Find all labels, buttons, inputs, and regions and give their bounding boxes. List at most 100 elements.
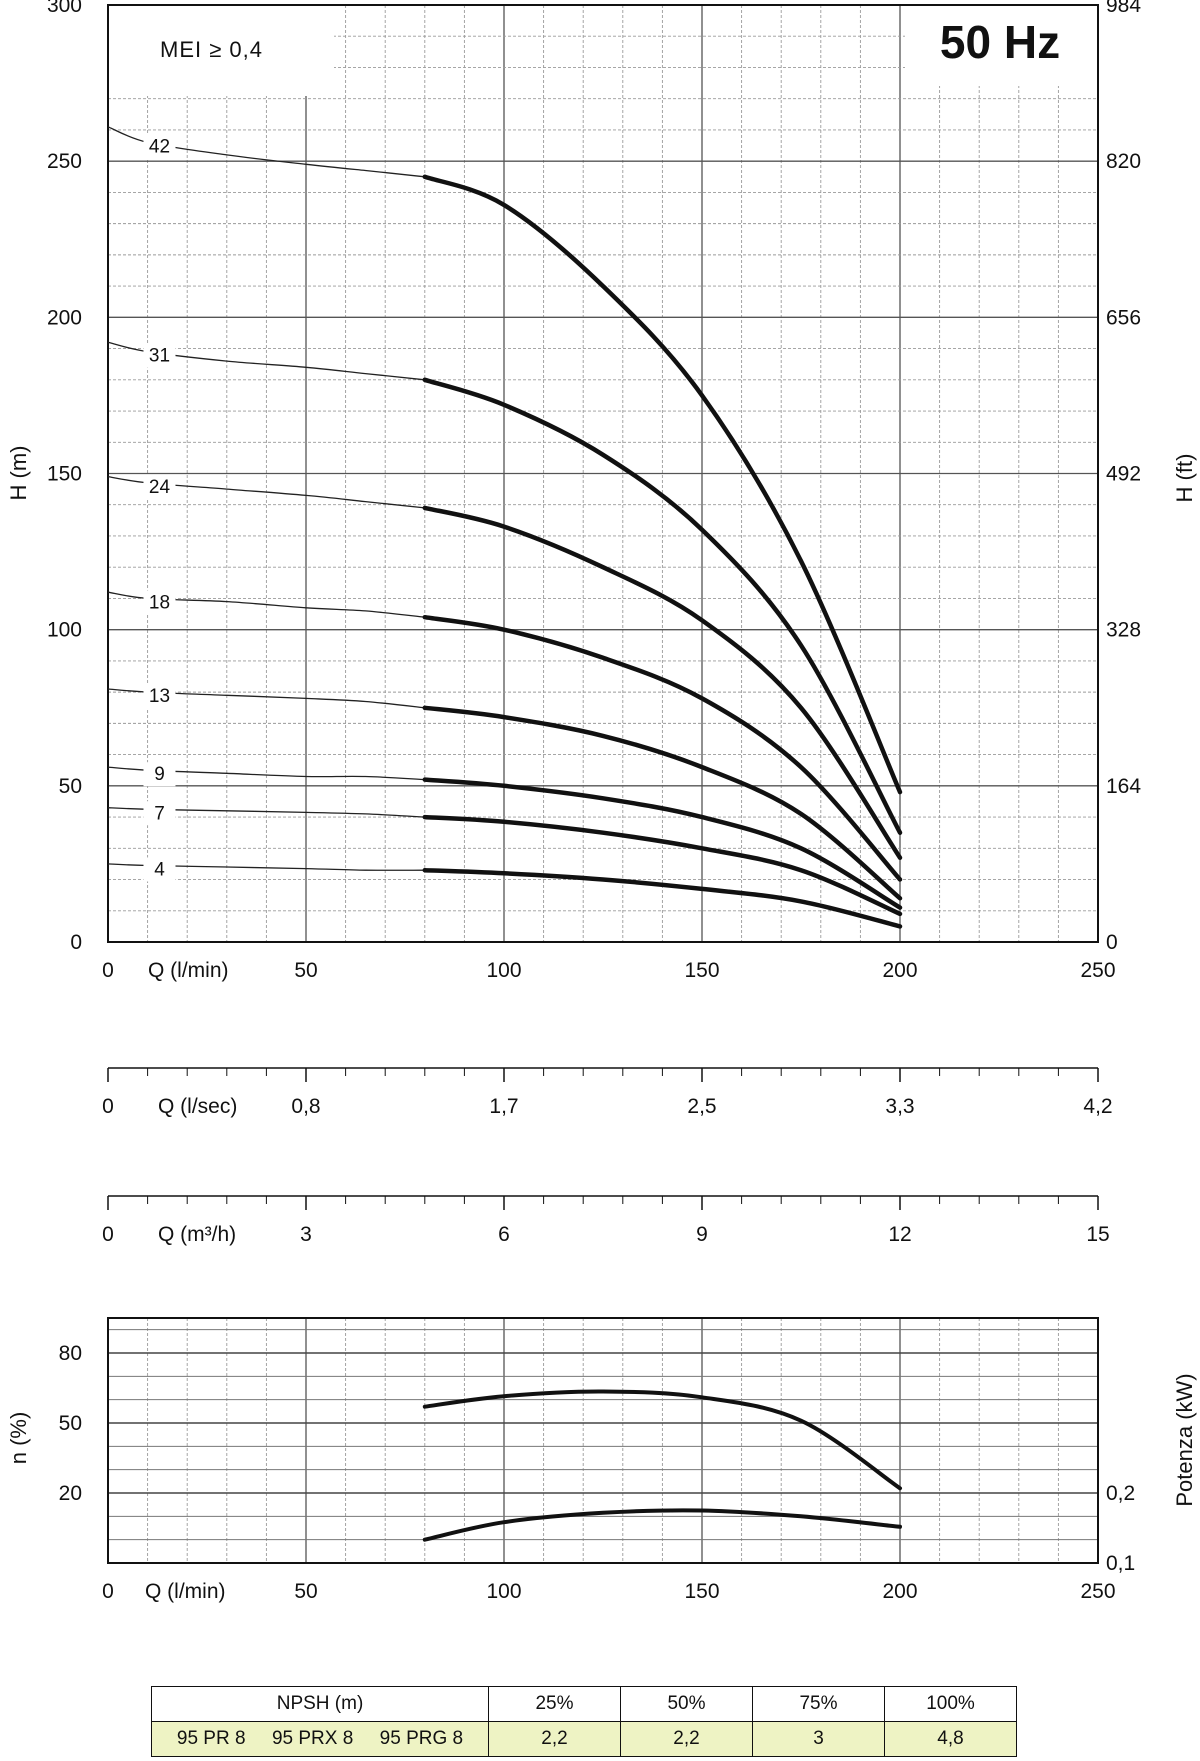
head-y-right-tick-label: 328: [1106, 619, 1141, 642]
curve-label: 9: [154, 764, 165, 785]
curve-label-bg: [143, 134, 176, 159]
npsh-header-100: 100%: [884, 1686, 1017, 1722]
curve-label: 4: [154, 859, 165, 880]
title-box: [905, 6, 1097, 86]
head-y-right-tick-label: 656: [1106, 306, 1141, 329]
efficiency-y-label: n (%): [6, 1412, 31, 1465]
head-x-tick-label: 100: [486, 959, 521, 982]
efficiency-curves: [422, 1389, 902, 1542]
axis-tick-label: 9: [696, 1223, 708, 1246]
head-y-tick-label: 100: [47, 619, 82, 642]
head-y-tick-label: 250: [47, 150, 82, 173]
head-y-label: H (m): [6, 446, 31, 501]
npsh-value-100: 4,8: [884, 1721, 1017, 1757]
efficiency-y-tick-label: 80: [59, 1342, 82, 1365]
head-y-tick-label: 300: [47, 0, 82, 17]
head-y-right-tick-label: 492: [1106, 463, 1141, 486]
efficiency-x-tick-label: 150: [684, 1580, 719, 1603]
head-curves: 42 31 24 18 13 9 7 4: [107, 126, 903, 929]
npsh-models-cell: 95 PR 8 95 PRX 8 95 PRG 8: [151, 1721, 489, 1757]
axis-label: Q (m³/h): [158, 1223, 236, 1246]
efficiency-x-tick-label: 250: [1080, 1580, 1115, 1603]
curve-label: 31: [149, 346, 170, 367]
q-lsec-axis: 0 0,8 1,7 2,5 3,3 4,2 Q (l/sec): [102, 1067, 1113, 1118]
mei-label: MEI ≥ 0,4: [160, 37, 263, 62]
curve-label: 7: [154, 803, 165, 824]
curve-label: 24: [149, 477, 171, 498]
model-name: 95 PRG 8: [379, 1728, 464, 1749]
head-curve: [422, 614, 903, 882]
npsh-header-25: 25%: [488, 1686, 621, 1722]
q-m3h-axis: 0 3 6 9 12 15 Q (m³/h): [102, 1195, 1110, 1246]
npsh-data-row: 95 PR 8 95 PRX 8 95 PRG 8 2,2 2,2 3 4,8: [151, 1721, 1017, 1757]
model-name: 95 PRX 8: [271, 1728, 354, 1749]
mei-label-box: [109, 6, 334, 96]
efficiency-y-tick-label: 50: [59, 1412, 82, 1435]
npsh-header-75: 75%: [752, 1686, 885, 1722]
head-curve: [422, 174, 903, 795]
axis-tick-label: 3: [300, 1223, 312, 1246]
efficiency-power-curve: [422, 1508, 902, 1542]
npsh-table: NPSH (m) 25% 50% 75% 100% 95 PR 8 95 PRX…: [151, 1686, 1017, 1757]
curve-label-bg: [143, 762, 176, 787]
axis-tick-label: 4,2: [1083, 1095, 1112, 1118]
npsh-value-25: 2,2: [488, 1721, 621, 1757]
axis-label: Q (l/sec): [158, 1095, 237, 1118]
axis-tick-label: 0: [102, 1095, 114, 1118]
efficiency-x-tick-label: 100: [486, 1580, 521, 1603]
head-y-label-right: H (ft): [1172, 454, 1197, 503]
axis-tick-label: 2,5: [687, 1095, 716, 1118]
head-curve: [422, 867, 903, 929]
curve-label-bg: [143, 590, 176, 615]
axis-tick-label: 0: [102, 1223, 114, 1246]
model-name: 95 PR 8: [176, 1728, 246, 1749]
curve-label: 42: [149, 136, 170, 157]
head-x-tick-label: 50: [294, 959, 317, 982]
head-curve: [422, 705, 903, 901]
efficiency-x-axis-label: Q (l/min): [145, 1580, 226, 1603]
efficiency-x-tick-label: 200: [882, 1580, 917, 1603]
axis-tick-label: 15: [1086, 1223, 1109, 1246]
head-y-tick-label: 200: [47, 306, 82, 329]
chart-title: 50 Hz: [940, 16, 1060, 68]
curve-label-bg: [143, 474, 176, 499]
axis-tick-label: 12: [888, 1223, 911, 1246]
efficiency-x-tick-label: 0: [102, 1580, 114, 1603]
head-y-tick-label: 0: [70, 931, 82, 954]
power-y-tick-label: 0,1: [1106, 1552, 1135, 1575]
head-curve: [422, 505, 903, 860]
head-curve: [422, 777, 903, 910]
curve-label-bg: [143, 343, 176, 368]
head-curve: [422, 377, 903, 835]
head-curve: [422, 814, 903, 917]
head-x-tick-label: 200: [882, 959, 917, 982]
head-y-right-tick-label: 984: [1106, 0, 1141, 17]
curve-label-bg: [143, 801, 176, 826]
head-y-right-tick-label: 820: [1106, 150, 1141, 173]
power-y-tick-label: 0,2: [1106, 1482, 1135, 1505]
curve-label: 13: [149, 686, 170, 707]
power-y-label: Potenza (kW): [1172, 1373, 1197, 1506]
axis-tick-label: 6: [498, 1223, 510, 1246]
npsh-header-label: NPSH (m): [151, 1686, 489, 1722]
efficiency-x-tick-label: 50: [294, 1580, 317, 1603]
efficiency-y-tick-label: 20: [59, 1482, 82, 1505]
efficiency-power-curve: [422, 1389, 902, 1491]
head-x-tick-label: 0: [102, 959, 114, 982]
head-x-axis-label: Q (l/min): [148, 959, 229, 982]
npsh-header-row: NPSH (m) 25% 50% 75% 100%: [151, 1686, 1017, 1722]
axis-tick-label: 0,8: [291, 1095, 320, 1118]
efficiency-chart-frame: [107, 1317, 1099, 1564]
head-y-tick-label: 50: [59, 775, 82, 798]
head-chart-frame: [107, 4, 1099, 943]
head-x-tick-label: 150: [684, 959, 719, 982]
head-chart-grid: [108, 5, 1098, 942]
efficiency-chart-grid: [108, 1318, 1098, 1563]
npsh-value-50: 2,2: [620, 1721, 753, 1757]
curve-label: 18: [149, 592, 170, 613]
axis-tick-label: 3,3: [885, 1095, 914, 1118]
efficiency-axes: 20 50 80 0,1 0,2 0 50 100 150 200 250 Q (l/min): [59, 1342, 1136, 1603]
curve-label-bg: [143, 857, 176, 882]
head-y-tick-label: 150: [47, 463, 82, 486]
